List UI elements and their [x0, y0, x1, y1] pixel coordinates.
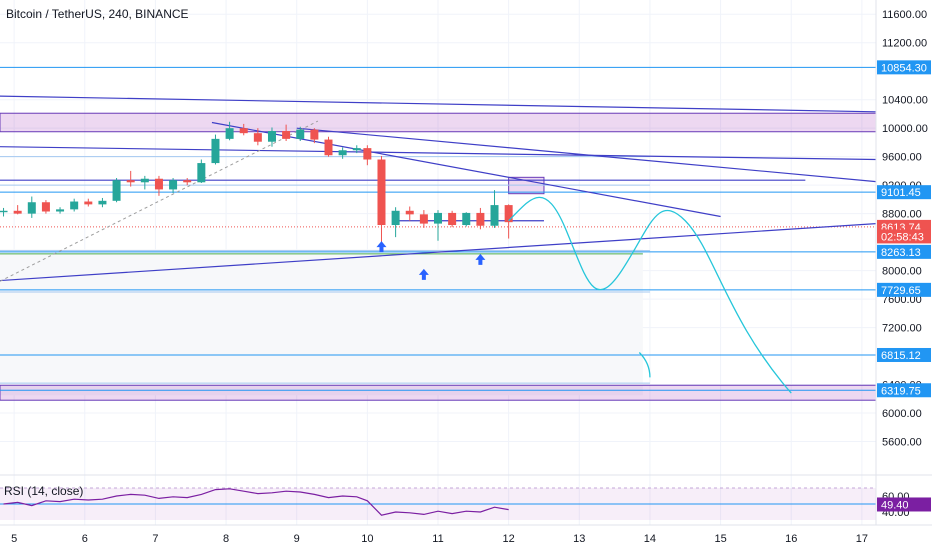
candle-body[interactable] — [324, 139, 333, 156]
price-tick-label: 9600.00 — [882, 152, 922, 164]
candle-body[interactable] — [310, 129, 319, 140]
candle-body[interactable] — [338, 150, 347, 156]
time-tick-label: 5 — [11, 533, 17, 545]
candle-body[interactable] — [126, 180, 135, 183]
candle-body[interactable] — [211, 138, 220, 164]
price-tick-label: 8800.00 — [882, 209, 922, 221]
trend-line[interactable] — [0, 95, 877, 113]
candle-body[interactable] — [296, 129, 305, 139]
candle-body[interactable] — [391, 210, 400, 226]
price-tag — [877, 282, 931, 297]
price-tick-label: 7200.00 — [882, 323, 922, 335]
candle-body[interactable] — [13, 210, 22, 214]
price-tag — [877, 383, 931, 398]
resistance-zone[interactable] — [0, 384, 877, 401]
time-tick-label: 9 — [294, 533, 300, 545]
time-tick-label: 16 — [785, 533, 797, 545]
up-arrow-icon[interactable] — [376, 241, 387, 253]
candle-body[interactable] — [490, 205, 499, 226]
rsi-label: RSI (14, close) — [4, 484, 83, 498]
price-tag-label: 8263.13 — [881, 247, 921, 259]
dashed-trend-line[interactable] — [0, 120, 319, 282]
price-tick-label: 10400.00 — [882, 95, 928, 107]
candle-body[interactable] — [363, 148, 372, 160]
price-tag-label: 02:58:43 — [881, 231, 924, 243]
candle-body[interactable] — [476, 212, 485, 226]
candle-body[interactable] — [352, 148, 361, 151]
candle-body[interactable] — [0, 210, 8, 213]
projection-curve[interactable] — [508, 196, 792, 394]
price-tag-label: 7729.65 — [881, 285, 921, 297]
candle-body[interactable] — [169, 180, 178, 190]
projection-area — [0, 249, 643, 396]
price-tag — [877, 347, 931, 362]
time-tick-label: 8 — [223, 533, 229, 545]
price-tag-label: 9101.45 — [881, 187, 921, 199]
candle-body[interactable] — [434, 212, 442, 224]
rsi-value-tag — [877, 497, 931, 512]
price-tick-label: 7600.00 — [882, 294, 922, 306]
time-tick-label: 13 — [573, 533, 585, 545]
price-tag-label: 6319.75 — [881, 385, 921, 397]
candle-body[interactable] — [56, 209, 65, 212]
candle-body[interactable] — [282, 131, 291, 139]
price-tick-label: 5600.00 — [882, 437, 922, 449]
price-tick-label: 8000.00 — [882, 266, 922, 278]
candle-body[interactable] — [154, 178, 163, 190]
trend-line[interactable] — [0, 223, 877, 282]
price-tick-label: 11600.00 — [882, 9, 927, 21]
candle-body[interactable] — [377, 159, 386, 226]
price-tag-label: 10854.30 — [881, 62, 927, 74]
candle-body[interactable] — [239, 128, 248, 134]
time-tick-label: 12 — [503, 533, 515, 545]
rsi-value-label: 49.40 — [881, 499, 909, 511]
candle-body[interactable] — [140, 178, 149, 183]
candle-body[interactable] — [98, 200, 107, 205]
candle-body[interactable] — [112, 180, 121, 201]
time-tick-label: 17 — [856, 533, 868, 545]
chart-title: Bitcoin / TetherUS, 240, BINANCE — [6, 7, 189, 21]
candle-body[interactable] — [419, 214, 428, 224]
candle-body[interactable] — [41, 202, 50, 212]
time-tick-label: 11 — [432, 533, 443, 545]
price-tag-label: 6815.12 — [881, 350, 921, 362]
candle-body[interactable] — [27, 202, 36, 214]
candle-body[interactable] — [267, 131, 276, 142]
time-tick-label: 14 — [644, 533, 656, 545]
candle-body[interactable] — [197, 163, 206, 183]
candle-body[interactable] — [448, 212, 457, 226]
price-tag — [877, 60, 931, 75]
candle-body[interactable] — [70, 201, 79, 210]
time-tick-label: 10 — [361, 533, 373, 545]
time-tick-label: 7 — [152, 533, 158, 545]
price-tag — [877, 185, 931, 200]
candle-body[interactable] — [253, 133, 262, 142]
candle-body[interactable] — [405, 210, 414, 215]
candle-body[interactable] — [183, 180, 192, 183]
candle-body[interactable] — [225, 128, 234, 139]
price-tick-label: 10000.00 — [882, 123, 928, 135]
up-arrow-icon[interactable] — [475, 253, 486, 265]
projection-curve-small[interactable] — [638, 352, 651, 378]
up-arrow-icon[interactable] — [418, 268, 429, 280]
resistance-zone[interactable] — [0, 112, 877, 133]
price-tick-label: 11200.00 — [882, 38, 927, 50]
rsi-line[interactable] — [3, 488, 509, 516]
trend-line[interactable] — [0, 146, 877, 161]
price-tag — [877, 229, 931, 244]
candle-body[interactable] — [504, 205, 513, 223]
trend-line[interactable] — [296, 127, 877, 183]
time-tick-label: 6 — [82, 533, 88, 545]
price-tag — [877, 244, 931, 259]
price-tick-label: 6000.00 — [882, 408, 922, 420]
time-tick-label: 15 — [714, 533, 726, 545]
candle-body[interactable] — [462, 212, 471, 226]
candle-body[interactable] — [84, 201, 93, 205]
